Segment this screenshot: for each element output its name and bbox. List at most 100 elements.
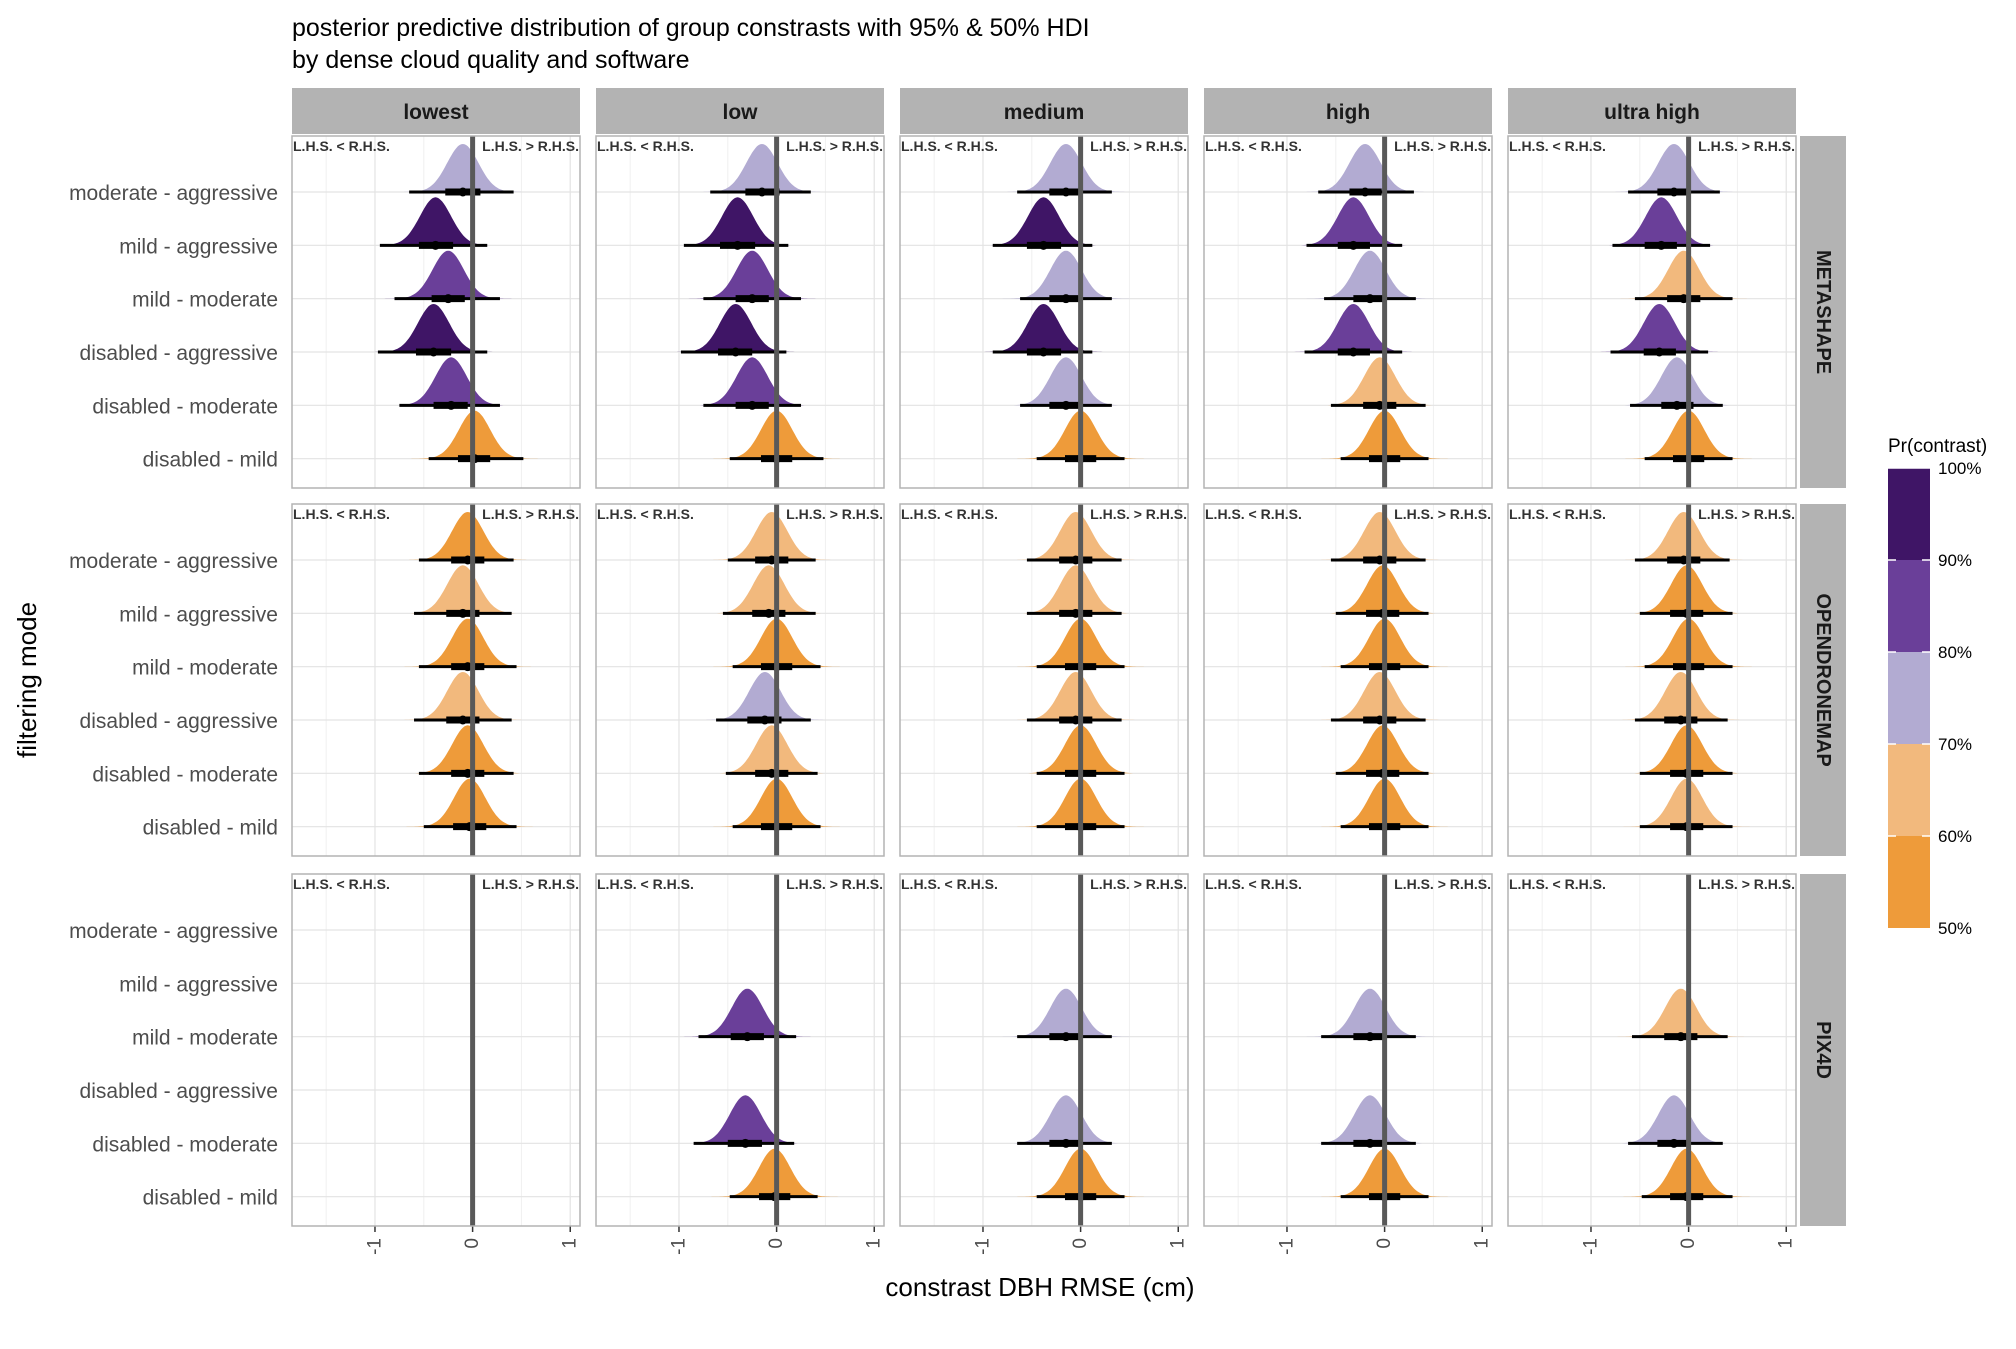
median-point (1375, 400, 1385, 410)
density-disabled-moderate (1611, 357, 1743, 406)
annotation-left: L.H.S. < R.H.S. (1509, 876, 1606, 892)
density-mild-moderate (1618, 250, 1750, 299)
annotation-right: L.H.S. > R.H.S. (482, 506, 579, 522)
facet-panels: lowest low medium high ultra high METASHAPE OP… (69, 88, 1846, 1255)
density-mild-moderate (1000, 250, 1132, 299)
annotation-right: L.H.S. > R.H.S. (1090, 506, 1187, 522)
annotation-right: L.H.S. > R.H.S. (1698, 876, 1795, 892)
median-point (446, 400, 456, 410)
density-mild-aggressive (672, 197, 804, 246)
annotation-right: L.H.S. > R.H.S. (786, 506, 883, 522)
annotation-left: L.H.S. < R.H.S. (1205, 876, 1302, 892)
column-strip-ultra-high (1508, 88, 1796, 134)
density-disabled-aggressive (1287, 304, 1419, 352)
annotation-right: L.H.S. > R.H.S. (1090, 138, 1187, 154)
x-tick-label: -1 (364, 1238, 385, 1255)
panel-background-pix4d-low (596, 874, 884, 1226)
legend-label: 50% (1938, 919, 1972, 938)
median-point (1365, 1138, 1375, 1148)
chart-subtitle: by dense cloud quality and software (292, 46, 689, 74)
column-strip-label-lowest: lowest (403, 101, 468, 124)
row-strip-label-pix4d: PIX4D (1812, 1021, 1834, 1079)
annotation-left: L.H.S. < R.H.S. (1205, 138, 1302, 154)
y-tick-label: mild - aggressive (119, 973, 278, 996)
density-disabled-aggressive (699, 672, 831, 720)
annotation-left: L.H.S. < R.H.S. (293, 876, 390, 892)
y-tick-label: disabled - aggressive (80, 710, 278, 733)
column-strip-high (1204, 88, 1492, 134)
y-axis-label: filtering mode (12, 602, 42, 758)
y-tick-label: disabled - mild (143, 817, 278, 840)
median-point (458, 608, 468, 618)
legend-swatch-80-90 (1888, 560, 1930, 652)
panel-border-opendronemap-ultra-high (1507, 503, 1797, 857)
y-tick-label: mild - moderate (132, 289, 278, 312)
annotation-right: L.H.S. > R.H.S. (482, 876, 579, 892)
density-mild-moderate (402, 618, 534, 667)
annotation-left: L.H.S. < R.H.S. (901, 506, 998, 522)
panel-border-pix4d-ultra-high (1507, 873, 1797, 1227)
x-tick-label: 1 (560, 1238, 581, 1249)
median-point (747, 400, 757, 410)
annotation-right: L.H.S. > R.H.S. (786, 138, 883, 154)
density-disabled-aggressive (1010, 672, 1142, 720)
density-mild-moderate (1000, 988, 1132, 1037)
density-disabled-aggressive (1593, 304, 1725, 352)
median-point (1679, 294, 1689, 304)
x-tick-label: 0 (1678, 1238, 1699, 1249)
panel-background-opendronemap-low (596, 504, 884, 856)
density-moderate-aggressive (402, 512, 534, 560)
density-mild-moderate (382, 250, 514, 299)
legend-label: 80% (1938, 643, 1972, 662)
median-point (1348, 240, 1358, 250)
y-tick-label: disabled - aggressive (80, 342, 278, 365)
median-point (431, 240, 441, 250)
median-point (1375, 715, 1385, 725)
panel-background-opendronemap-lowest (292, 504, 580, 856)
density-mild-moderate (686, 250, 818, 299)
row-strip-label-metashape: METASHAPE (1812, 250, 1834, 374)
density-disabled-moderate (1304, 1095, 1436, 1144)
density-mild-moderate (1615, 988, 1747, 1037)
density-disabled-moderate (1000, 357, 1132, 406)
x-tick-label: -1 (668, 1238, 689, 1255)
y-tick-label: mild - aggressive (119, 603, 278, 626)
density-moderate-aggressive (1608, 144, 1740, 192)
median-point (1061, 187, 1071, 197)
median-point (1365, 294, 1375, 304)
annotation-left: L.H.S. < R.H.S. (1509, 138, 1606, 154)
legend-label: 100% (1938, 459, 1981, 478)
legend-swatch-50-60 (1888, 836, 1930, 928)
annotation-left: L.H.S. < R.H.S. (1205, 506, 1302, 522)
median-point (429, 347, 439, 357)
annotation-left: L.H.S. < R.H.S. (293, 506, 390, 522)
panel-border-metashape-low (595, 135, 885, 489)
density-disabled-moderate (1314, 357, 1446, 406)
median-point (740, 1138, 750, 1148)
row-strip-pix4d (1800, 874, 1846, 1226)
median-point (731, 347, 741, 357)
row-strip-metashape (1800, 136, 1846, 488)
chart-title: posterior predictive distribution of gro… (292, 14, 1090, 42)
median-point (1360, 187, 1370, 197)
median-point (463, 662, 473, 672)
median-point (1672, 400, 1682, 410)
density-moderate-aggressive (1010, 512, 1142, 560)
x-tick-label: 1 (1472, 1238, 1493, 1249)
column-strip-medium (900, 88, 1188, 134)
median-point (463, 768, 473, 778)
y-tick-label: disabled - moderate (92, 395, 278, 418)
median-point (1039, 347, 1049, 357)
annotation-left: L.H.S. < R.H.S. (1509, 506, 1606, 522)
annotation-left: L.H.S. < R.H.S. (597, 138, 694, 154)
panel-background-opendronemap-high (1204, 504, 1492, 856)
density-moderate-aggressive (1618, 512, 1750, 560)
median-point (742, 1032, 752, 1042)
density-mild-aggressive (369, 197, 502, 246)
x-tick-label: 1 (1168, 1238, 1189, 1249)
median-point (1375, 555, 1385, 565)
density-mild-moderate (1304, 250, 1436, 299)
panel-border-opendronemap-high (1203, 503, 1493, 857)
panel-background-pix4d-medium (900, 874, 1188, 1226)
